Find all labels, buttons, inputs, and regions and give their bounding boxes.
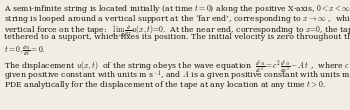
Text: The displacement $u(x, t)$  of the string obeys the wave equation  $\frac{\parti: The displacement $u(x, t)$ of the string… (4, 58, 350, 75)
Text: given positive constant with units m s$^{-1}$, and $A$ is a given positive const: given positive constant with units m s$^… (4, 68, 350, 83)
Text: $t = 0, \frac{\partial u}{\partial t} = 0.$: $t = 0, \frac{\partial u}{\partial t} = … (4, 43, 46, 58)
Text: PDE analytically for the displacement of the tape at any location at any time $t: PDE analytically for the displacement of… (4, 79, 326, 91)
Text: tethered to a support, which fixes its position. The initial velocity is zero th: tethered to a support, which fixes its p… (4, 33, 350, 41)
Text: string is looped around a vertical support at the ‘far end’, corresponding to $x: string is looped around a vertical suppo… (4, 13, 350, 25)
Text: A semi-infinite string is located initially (at time $t = 0$) along the positive: A semi-infinite string is located initia… (4, 3, 350, 15)
Text: vertical force on the tape:  $\lim_{x \to \infty} \frac{\partial}{\partial x} u(: vertical force on the tape: $\lim_{x \to… (4, 23, 350, 40)
